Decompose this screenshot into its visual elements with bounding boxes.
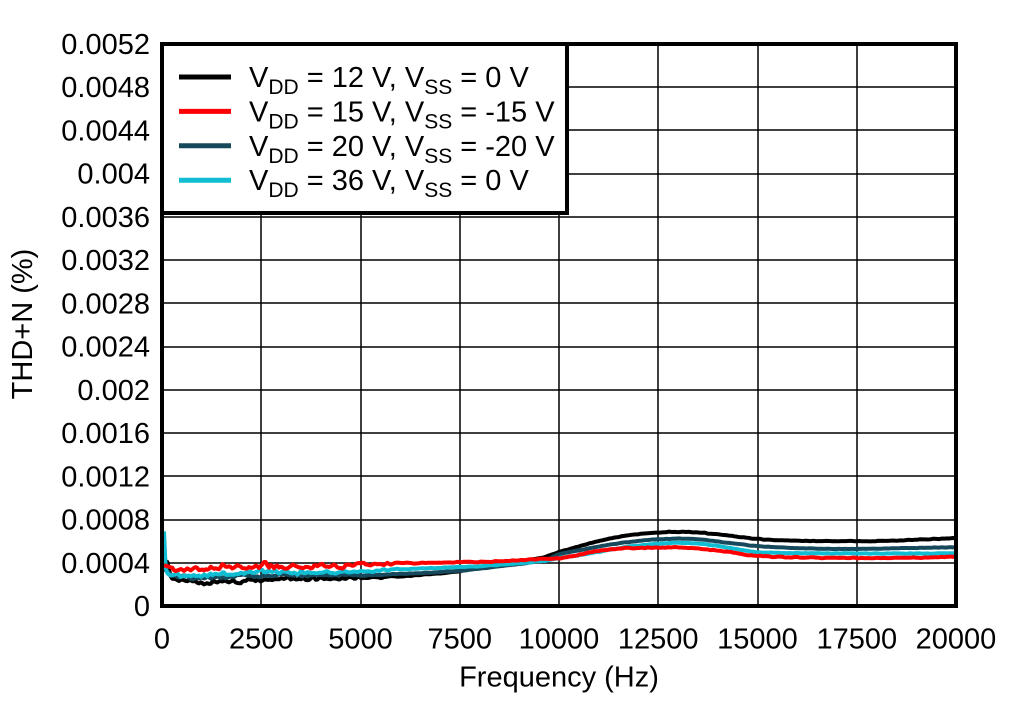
svg-text:0.0048: 0.0048 <box>61 72 150 104</box>
svg-text:VDD = 12 V, VSS = 0 V: VDD = 12 V, VSS = 0 V <box>249 62 529 99</box>
svg-text:17500: 17500 <box>816 624 897 656</box>
svg-text:0.0044: 0.0044 <box>61 115 150 147</box>
svg-text:0.0032: 0.0032 <box>61 245 150 277</box>
svg-text:2500: 2500 <box>229 624 294 656</box>
svg-text:0.0052: 0.0052 <box>61 29 150 61</box>
svg-text:0: 0 <box>134 591 150 623</box>
svg-text:0.0036: 0.0036 <box>61 202 150 234</box>
svg-text:15000: 15000 <box>717 624 798 656</box>
svg-text:0.002: 0.002 <box>77 375 150 407</box>
svg-text:5000: 5000 <box>328 624 393 656</box>
svg-text:20000: 20000 <box>916 624 997 656</box>
svg-text:12500: 12500 <box>618 624 699 656</box>
svg-text:0.0024: 0.0024 <box>61 332 150 364</box>
svg-text:0.0012: 0.0012 <box>61 461 150 493</box>
svg-text:0.0016: 0.0016 <box>61 418 150 450</box>
svg-text:10000: 10000 <box>519 624 600 656</box>
svg-text:VDD = 15 V, VSS = -15 V: VDD = 15 V, VSS = -15 V <box>249 96 555 133</box>
svg-text:Frequency (Hz): Frequency (Hz) <box>459 662 659 694</box>
svg-text:0.0004: 0.0004 <box>61 548 150 580</box>
svg-text:0.004: 0.004 <box>77 159 150 191</box>
svg-text:0: 0 <box>154 624 170 656</box>
svg-text:7500: 7500 <box>428 624 493 656</box>
svg-text:VDD = 20 V, VSS = -20 V: VDD = 20 V, VSS = -20 V <box>249 131 555 168</box>
svg-text:0.0028: 0.0028 <box>61 288 150 320</box>
svg-text:THD+N (%): THD+N (%) <box>7 249 39 400</box>
svg-text:0.0008: 0.0008 <box>61 505 150 537</box>
